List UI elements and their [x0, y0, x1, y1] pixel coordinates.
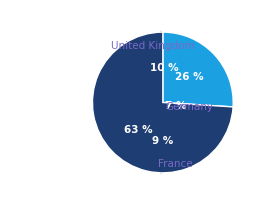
- Text: 9 %: 9 %: [152, 136, 174, 146]
- Wedge shape: [92, 33, 233, 173]
- Wedge shape: [163, 33, 233, 107]
- Text: 10 %: 10 %: [150, 62, 179, 72]
- Text: 63 %: 63 %: [124, 124, 153, 134]
- Wedge shape: [113, 103, 196, 176]
- Text: 7 %: 7 %: [165, 100, 187, 110]
- Wedge shape: [113, 30, 198, 103]
- Wedge shape: [113, 83, 200, 129]
- Text: France: France: [158, 158, 193, 168]
- Text: United Kingdom: United Kingdom: [111, 41, 195, 51]
- Text: Germany: Germany: [165, 102, 213, 112]
- Text: 26 %: 26 %: [175, 72, 203, 82]
